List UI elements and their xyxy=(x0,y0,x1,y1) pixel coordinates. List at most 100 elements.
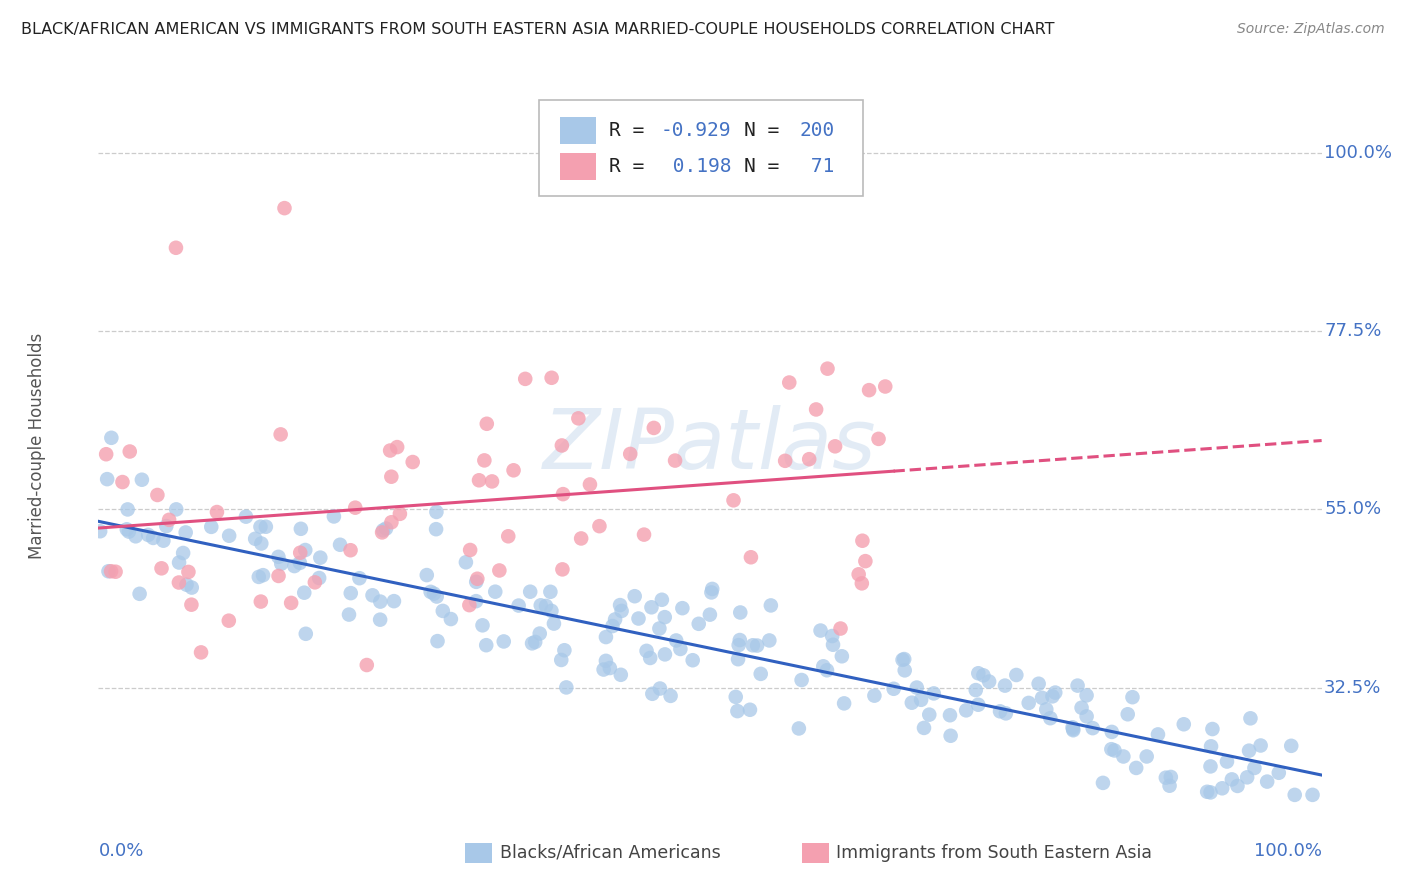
Point xyxy=(579,477,602,491)
Point xyxy=(176,578,198,592)
Point xyxy=(235,509,257,524)
Point xyxy=(1147,727,1170,741)
Point xyxy=(654,648,676,662)
Point xyxy=(817,361,839,376)
Point xyxy=(152,533,174,548)
Point xyxy=(172,546,194,560)
Point xyxy=(502,463,524,477)
Point xyxy=(1239,711,1261,725)
Point xyxy=(304,575,326,590)
Point xyxy=(610,668,633,682)
Point xyxy=(117,502,139,516)
Point xyxy=(425,505,447,519)
Point xyxy=(458,543,481,558)
Point xyxy=(538,584,561,599)
Point xyxy=(738,703,761,717)
Point xyxy=(1076,689,1098,703)
Point xyxy=(290,522,312,536)
FancyBboxPatch shape xyxy=(538,100,863,196)
Point xyxy=(89,524,111,539)
Point xyxy=(1173,717,1195,731)
Point xyxy=(778,376,800,390)
Point xyxy=(595,630,617,644)
Point xyxy=(484,584,506,599)
Point xyxy=(520,636,543,650)
Text: Married-couple Households: Married-couple Households xyxy=(28,333,46,559)
FancyBboxPatch shape xyxy=(465,844,492,863)
Point xyxy=(249,520,271,534)
Point xyxy=(1116,707,1139,722)
Point xyxy=(177,565,200,579)
Point xyxy=(200,520,222,534)
Point xyxy=(247,570,270,584)
Text: BLACK/AFRICAN AMERICAN VS IMMIGRANTS FROM SOUTH EASTERN ASIA MARRIED-COUPLE HOUS: BLACK/AFRICAN AMERICAN VS IMMIGRANTS FRO… xyxy=(21,22,1054,37)
Point xyxy=(648,681,671,696)
Point xyxy=(1136,749,1159,764)
Point xyxy=(515,372,537,386)
Point xyxy=(905,681,928,695)
Point xyxy=(1302,788,1324,802)
Point xyxy=(967,666,990,681)
Point xyxy=(294,543,316,558)
Point xyxy=(100,564,122,578)
Point xyxy=(534,599,557,613)
Point xyxy=(1062,722,1084,736)
Point xyxy=(308,571,330,585)
Point xyxy=(1201,722,1223,736)
Point xyxy=(551,487,574,501)
Point xyxy=(1039,711,1062,725)
Text: Blacks/African Americans: Blacks/African Americans xyxy=(499,844,720,862)
Point xyxy=(142,531,165,545)
Point xyxy=(609,598,631,612)
Point xyxy=(724,690,747,704)
Point xyxy=(1237,744,1260,758)
Text: 0.0%: 0.0% xyxy=(98,842,143,860)
Point xyxy=(337,607,360,622)
Point xyxy=(368,594,391,608)
Point xyxy=(848,567,870,582)
Point xyxy=(725,704,748,718)
Point xyxy=(912,721,935,735)
Point xyxy=(250,536,273,550)
Point xyxy=(146,488,169,502)
Point xyxy=(659,689,682,703)
Point xyxy=(118,444,141,458)
Point xyxy=(699,607,721,622)
Point xyxy=(627,611,650,625)
Point xyxy=(111,475,134,489)
Point xyxy=(619,447,641,461)
Point xyxy=(610,604,633,618)
Point xyxy=(1070,700,1092,714)
Point xyxy=(165,502,187,516)
Point xyxy=(1099,742,1122,756)
Point xyxy=(858,383,880,397)
Point xyxy=(831,649,853,664)
Point xyxy=(1101,725,1123,739)
FancyBboxPatch shape xyxy=(560,153,596,180)
Point xyxy=(519,584,541,599)
Point xyxy=(465,574,488,589)
Point xyxy=(136,528,159,542)
Point xyxy=(378,443,401,458)
Point xyxy=(815,663,838,677)
Point xyxy=(339,586,361,600)
Text: 55.0%: 55.0% xyxy=(1324,500,1381,518)
Text: 32.5%: 32.5% xyxy=(1324,679,1382,697)
Point xyxy=(273,201,295,215)
Point xyxy=(688,616,710,631)
Point xyxy=(603,612,626,626)
Point xyxy=(218,529,240,543)
Point xyxy=(454,555,477,569)
Point xyxy=(371,525,394,540)
Point xyxy=(288,556,311,570)
Point xyxy=(1220,772,1243,787)
Point xyxy=(972,668,994,682)
Point xyxy=(416,568,439,582)
Point xyxy=(830,622,852,636)
Point xyxy=(749,666,772,681)
Text: -0.929: -0.929 xyxy=(661,121,731,140)
Point xyxy=(294,627,316,641)
Text: 77.5%: 77.5% xyxy=(1324,322,1382,340)
Point xyxy=(167,556,190,570)
Point xyxy=(104,565,127,579)
